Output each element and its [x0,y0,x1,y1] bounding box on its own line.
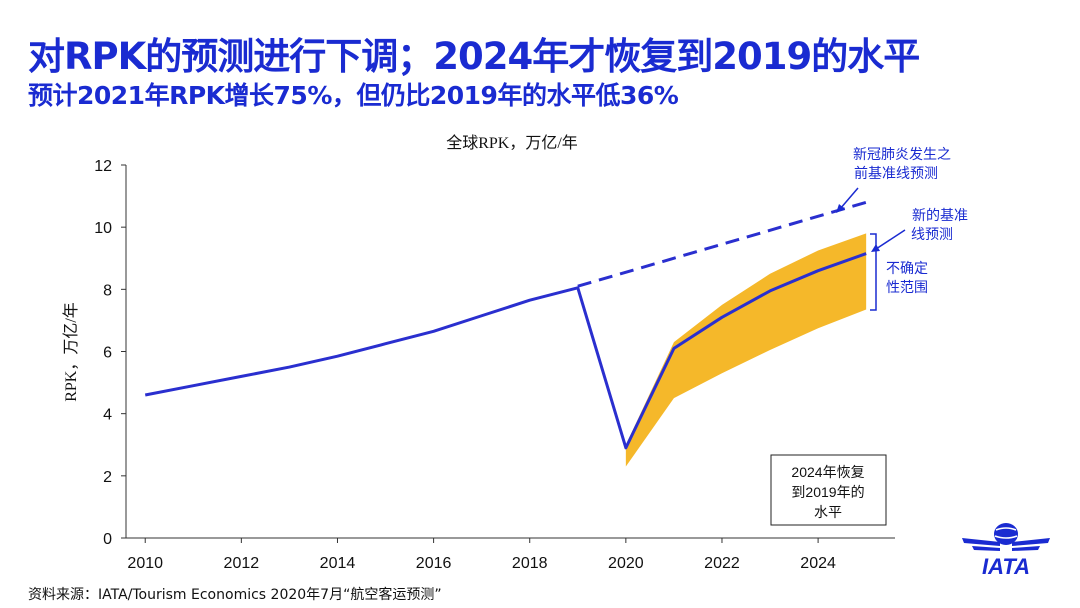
iata-logo: IATA [960,520,1052,580]
x-tick-label: 2016 [416,555,452,572]
y-tick-label: 12 [94,158,112,175]
x-tick-label: 2022 [704,555,740,572]
x-tick-label: 2012 [224,555,260,572]
annotation-pre-covid-arrow [839,187,859,210]
y-tick-label: 2 [103,469,112,486]
x-tick-label: 2010 [127,555,163,572]
annotation-new-baseline-line-1: 新的基准 [912,207,968,224]
chart-title: 全球RPK，万亿/年 [446,134,578,152]
source-note: 资料来源：IATA/Tourism Economics 2020年7月“航空客运… [28,587,442,603]
annotation-pre-covid-arrowhead [836,204,845,213]
annotation-box [770,454,887,526]
x-tick-label: 2024 [800,555,836,572]
iata-logo-text: IATA [982,554,1030,579]
annotation-box-line-3: 水平 [814,504,842,520]
annotation-box-line-1: 2024年恢复 [791,464,864,480]
annotation-pre-covid-line-2: 前基准线预测 [854,165,938,182]
annotation-box-line-2: 到2019年的 [791,484,864,500]
axis-ticks-layer: 0 2 4 6 8 10 12 2010 2012 2014 2016 2018 2020 2022 202… [94,158,836,572]
uncertainty-bracket [870,233,877,311]
x-tick-label: 2018 [512,555,548,572]
annotation-uncertainty: 不确定 性范围 [886,261,928,296]
uncertainty-band-layer [625,233,867,467]
x-tick-label: 2020 [608,555,644,572]
annotation-pre-covid: 新冠肺炎发生之 前基准线预测 [853,147,951,182]
annotation-uncertainty-line-1: 不确定 [886,261,928,277]
series-layer [144,200,867,450]
annotation-uncertainty-line-2: 性范围 [886,279,928,296]
y-tick-label: 0 [103,531,112,548]
annotation-new-baseline: 新的基准 线预测 [911,207,968,243]
y-axis-label: RPK，万亿/年 [62,302,80,402]
uncertainty-band [625,233,867,467]
series-line-pre-covid-baseline [577,200,867,288]
y-tick-label: 4 [103,407,112,424]
page-subtitle: 预计2021年RPK增长75%，但仍比2019年的水平低36% [28,81,679,110]
annotation-pre-covid-line-1: 新冠肺炎发生之 [853,147,951,163]
series-line-new-baseline [144,252,867,450]
globe-icon: IATA [962,523,1050,579]
y-tick-label: 8 [103,282,112,299]
annotation-new-baseline-line-2: 线预测 [911,227,953,243]
annotation-box-text: 2024年恢复 到2019年的 水平 [791,464,864,520]
annotation-new-baseline-arrow [875,229,906,250]
y-tick-label: 10 [94,220,112,237]
x-tick-label: 2014 [320,555,356,572]
page-title: 对RPK的预测进行下调；2024年才恢复到2019的水平 [28,35,920,78]
y-tick-label: 6 [103,345,112,362]
